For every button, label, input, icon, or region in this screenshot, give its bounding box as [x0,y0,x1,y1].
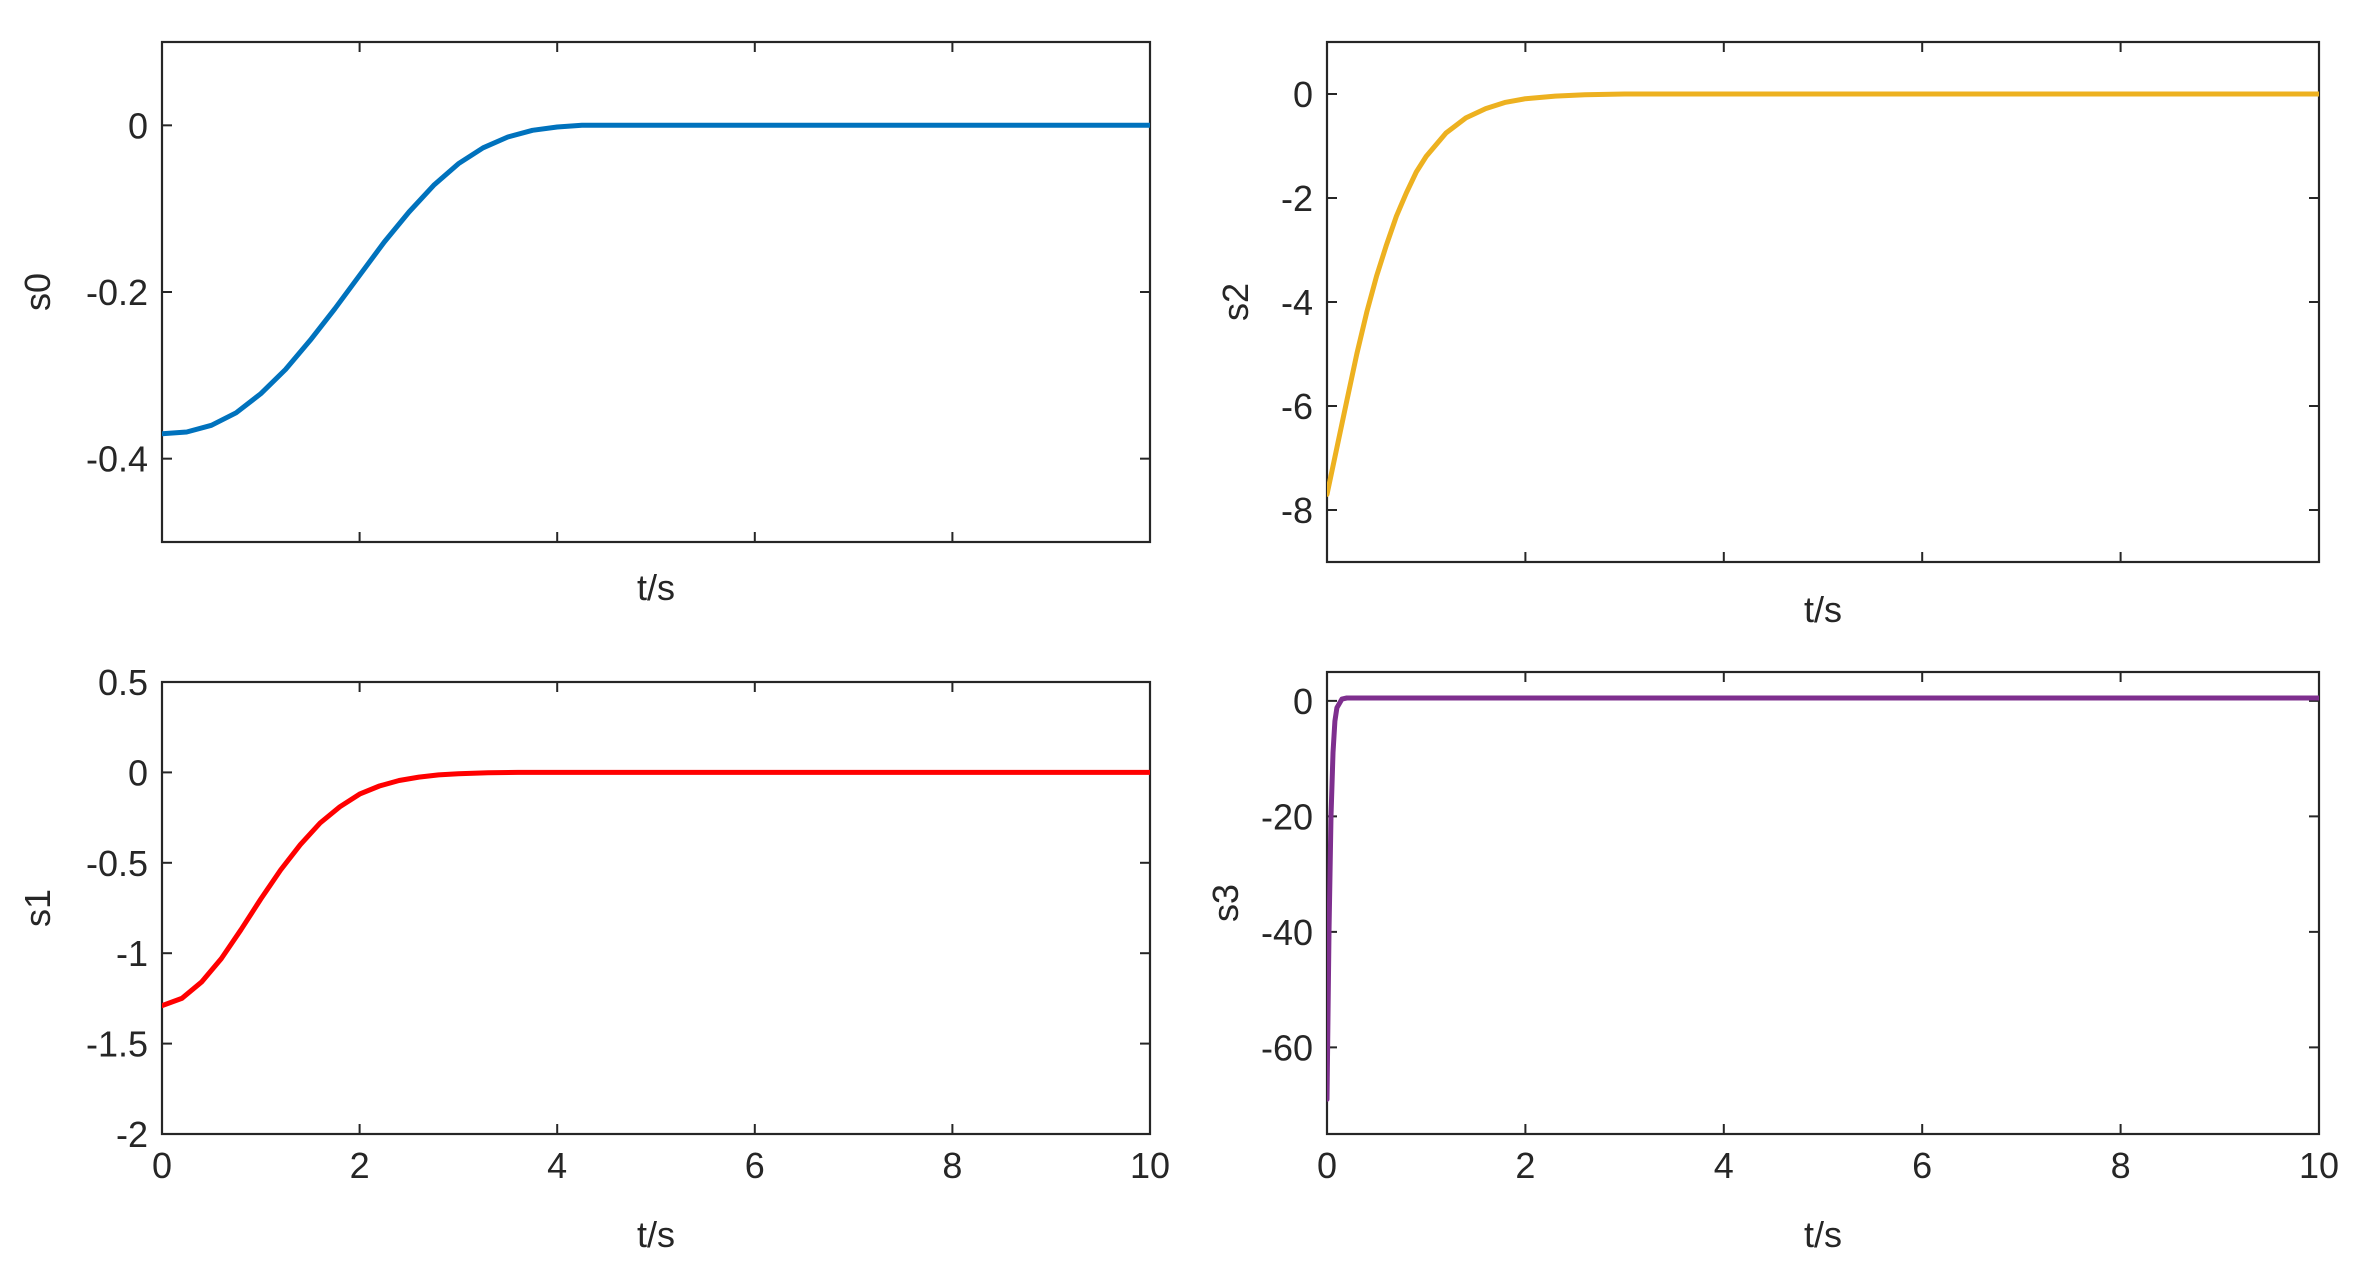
panel-s1: 0 2 4 6 8 10 -2 -1.5 -1 -0.5 0 0.5 t/s s1 [17,662,1170,1255]
x-tick-label-s1: 6 [745,1145,765,1186]
y-tick-label-s2: -4 [1281,282,1313,323]
series-line-s2 [1327,91,2319,497]
y-tick-label-s2: 0 [1293,74,1313,115]
x-axis-label-s2: t/s [1804,589,1842,630]
x-tick-label-s3: 2 [1515,1145,1535,1186]
axes-box-s0 [160,40,1152,544]
x-tick-label-s1: 2 [350,1145,370,1186]
x-axis-label-s0: t/s [637,567,675,608]
axes-box-s1 [160,680,1152,1136]
x-axis-label-s1: t/s [637,1214,675,1255]
y-tick-label-s3: -60 [1261,1027,1313,1068]
series-line-s3 [1327,695,2319,1102]
panel-s3: 0 2 4 6 8 10 -60 -40 -20 0 t/s s3 [1205,670,2339,1255]
panel-s2: -8 -6 -4 -2 0 t/s s2 [1215,40,2321,630]
x-tick-label-s1: 8 [942,1145,962,1186]
y-tick-label-s3: -20 [1261,796,1313,837]
x-tick-label-s3: 8 [2111,1145,2131,1186]
y-tick-label-s1: -1.5 [86,1024,148,1065]
y-tick-label-s0: -0.4 [86,439,148,480]
y-tick-label-s1: 0 [128,752,148,793]
axes-box-s2 [1325,40,2321,564]
y-tick-label-s2: -8 [1281,490,1313,531]
y-tick-label-s1: -0.5 [86,843,148,884]
y-axis-label-s2: s2 [1215,283,1256,321]
y-axis-label-s3: s3 [1205,884,1246,922]
y-tick-label-s2: -2 [1281,178,1313,219]
y-tick-label-s1: -1 [116,933,148,974]
y-tick-label-s1: -2 [116,1114,148,1155]
x-tick-label-s3: 0 [1317,1145,1337,1186]
axes-box-s3 [1325,670,2321,1136]
y-tick-label-s3: 0 [1293,681,1313,722]
panel-s0: -0.4 -0.2 0 t/s s0 [17,40,1152,608]
y-axis-label-s0: s0 [17,273,58,311]
x-tick-label-s1: 10 [1130,1145,1170,1186]
x-tick-label-s1: 0 [152,1145,172,1186]
x-tick-label-s3: 4 [1714,1145,1734,1186]
y-tick-label-s3: -40 [1261,912,1313,953]
y-axis-label-s1: s1 [17,889,58,927]
x-tick-label-s3: 10 [2299,1145,2339,1186]
y-tick-label-s1: 0.5 [98,662,148,703]
series-line-s1 [162,769,1150,1009]
x-axis-label-s3: t/s [1804,1214,1842,1255]
x-tick-label-s3: 6 [1912,1145,1932,1186]
y-tick-label-s2: -6 [1281,386,1313,427]
series-line-s0 [162,122,1150,437]
y-tick-label-s0: 0 [128,105,148,146]
y-tick-label-s0: -0.2 [86,272,148,313]
x-tick-label-s1: 4 [547,1145,567,1186]
